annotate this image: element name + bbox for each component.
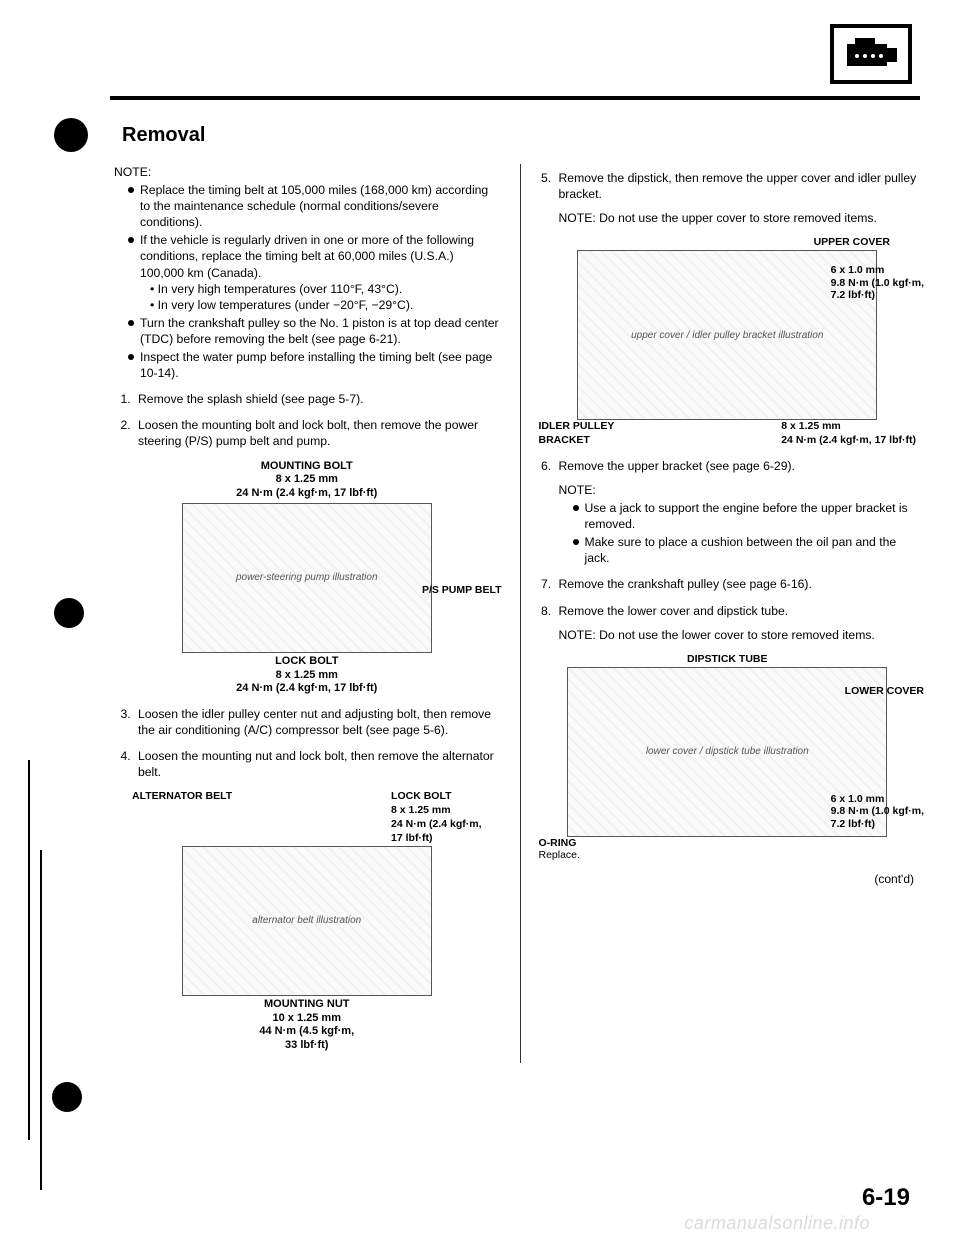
- figure-label: P/S PUMP BELT: [422, 584, 502, 596]
- contd-label: (cont'd): [535, 872, 921, 888]
- figure-label: IDLER PULLEY BRACKET: [539, 420, 639, 448]
- step-list: Remove the upper bracket (see page 6-29)…: [535, 458, 921, 643]
- figure-label-row: IDLER PULLEY BRACKET 8 x 1.25 mm 24 N·m …: [535, 420, 921, 448]
- bullet-icon: [54, 118, 88, 152]
- bullet-icon: [52, 1082, 82, 1112]
- step-list: Loosen the idler pulley center nut and a…: [114, 706, 500, 780]
- step: Remove the upper bracket (see page 6-29)…: [555, 458, 921, 567]
- binding-line: [28, 760, 30, 1140]
- figure-caption: LOCK BOLT 8 x 1.25 mm 24 N·m (2.4 kgf·m,…: [114, 655, 500, 696]
- section-header: Removal: [54, 118, 920, 152]
- figure-alternator: ALTERNATOR BELT LOCK BOLT 8 x 1.25 mm 24…: [114, 790, 500, 1052]
- step-list: Remove the splash shield (see page 5-7).…: [114, 391, 500, 449]
- page-number: 6-19: [862, 1184, 910, 1212]
- figure-lower-cover: DIPSTICK TUBE lower cover / dipstick tub…: [535, 653, 921, 862]
- figure-label: LOCK BOLT 8 x 1.25 mm 24 N·m (2.4 kgf·m,…: [391, 790, 481, 845]
- note-label: NOTE:: [559, 482, 921, 498]
- note-list: Use a jack to support the engine before …: [559, 500, 921, 566]
- note-item: Turn the crankshaft pulley so the No. 1 …: [128, 315, 500, 347]
- step: Loosen the mounting nut and lock bolt, t…: [134, 748, 500, 780]
- step-list: Remove the dipstick, then remove the upp…: [535, 170, 921, 226]
- right-column: Remove the dipstick, then remove the upp…: [520, 164, 921, 1063]
- page-title: Removal: [122, 124, 205, 147]
- note-item: Use a jack to support the engine before …: [573, 500, 921, 532]
- note-item: Inspect the water pump before installing…: [128, 349, 500, 381]
- note-item: Replace the timing belt at 105,000 miles…: [128, 182, 500, 230]
- note-item: If the vehicle is regularly driven in on…: [128, 232, 500, 312]
- step: Loosen the mounting bolt and lock bolt, …: [134, 417, 500, 449]
- figure-caption: MOUNTING NUT 10 x 1.25 mm 44 N·m (4.5 kg…: [114, 998, 500, 1053]
- figure-caption: MOUNTING BOLT 8 x 1.25 mm 24 N·m (2.4 kg…: [114, 460, 500, 501]
- figure-spec: 8 x 1.25 mm 24 N·m (2.4 kgf·m, 17 lbf·ft…: [781, 420, 916, 448]
- figure-placeholder: alternator belt illustration: [182, 846, 432, 996]
- manual-page: Removal NOTE: Replace the timing belt at…: [0, 0, 960, 1242]
- left-column: NOTE: Replace the timing belt at 105,000…: [60, 164, 500, 1063]
- figure-label: ALTERNATOR BELT: [132, 790, 232, 845]
- sub-note: • In very high temperatures (over 110°F,…: [140, 281, 500, 297]
- step-note: NOTE: Do not use the lower cover to stor…: [559, 627, 921, 643]
- figure-label-row: ALTERNATOR BELT LOCK BOLT 8 x 1.25 mm 24…: [114, 790, 500, 845]
- figure-ps-pump: MOUNTING BOLT 8 x 1.25 mm 24 N·m (2.4 kg…: [114, 460, 500, 697]
- figure-label: DIPSTICK TUBE: [535, 653, 921, 667]
- note-item: Make sure to place a cushion between the…: [573, 534, 921, 566]
- figure-label: LOWER COVER: [845, 685, 924, 698]
- watermark: carmanualsonline.info: [684, 1213, 870, 1234]
- step: Remove the lower cover and dipstick tube…: [555, 603, 921, 643]
- figure-label: O-RING Replace.: [535, 837, 921, 862]
- step: Remove the dipstick, then remove the upp…: [555, 170, 921, 226]
- note-label: NOTE:: [114, 164, 500, 180]
- engine-icon: [830, 24, 912, 84]
- step-note: NOTE: Do not use the upper cover to stor…: [559, 210, 921, 226]
- step: Remove the crankshaft pulley (see page 6…: [555, 576, 921, 592]
- figure-placeholder: power-steering pump illustration: [182, 503, 432, 653]
- step: Remove the splash shield (see page 5-7).: [134, 391, 500, 407]
- figure-spec: 6 x 1.0 mm 9.8 N·m (1.0 kgf·m, 7.2 lbf·f…: [831, 264, 924, 302]
- top-rule: [110, 96, 920, 100]
- step: Loosen the idler pulley center nut and a…: [134, 706, 500, 738]
- figure-upper-cover: UPPER COVER upper cover / idler pulley b…: [535, 236, 921, 448]
- figure-label: UPPER COVER: [535, 236, 921, 250]
- sub-note: • In very low temperatures (under −20°F,…: [140, 297, 500, 313]
- note-list: Replace the timing belt at 105,000 miles…: [114, 182, 500, 381]
- figure-spec: 6 x 1.0 mm 9.8 N·m (1.0 kgf·m, 7.2 lbf·f…: [831, 793, 924, 831]
- binding-line: [40, 850, 42, 1190]
